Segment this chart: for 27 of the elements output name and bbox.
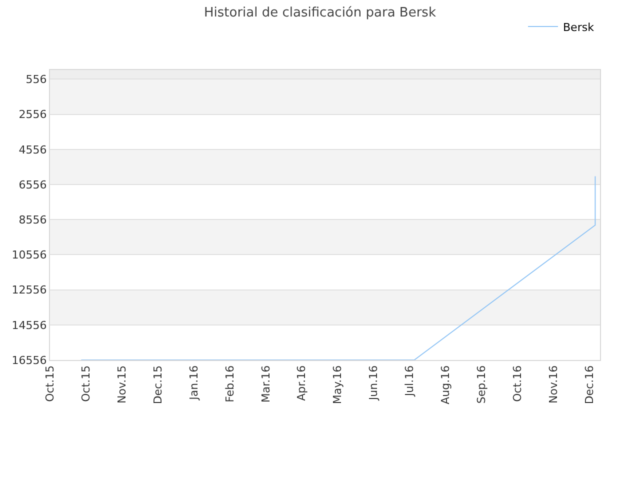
- y-tick-label: 16556: [12, 354, 47, 367]
- x-tick-label: Jan.16: [187, 365, 200, 401]
- y-tick-label: 8556: [18, 213, 47, 226]
- x-tick-label: Dec.16: [582, 365, 596, 404]
- y-tick-label: 2556: [18, 108, 47, 122]
- x-tick-label: Aug.16: [438, 365, 452, 404]
- x-tick-label: Jul.16: [403, 365, 416, 398]
- y-tick-label: 556: [26, 73, 47, 86]
- x-tick-label: Feb.16: [223, 365, 236, 402]
- chart-title: Historial de clasificación para Bersk: [204, 5, 436, 20]
- x-tick-label: Apr.16: [295, 365, 308, 401]
- x-tick-label: Mar.16: [259, 365, 272, 403]
- x-tick-label: May.16: [331, 365, 344, 404]
- x-tick-label: Sep.16: [474, 365, 488, 404]
- x-tick-label: Dec.15: [151, 365, 164, 404]
- legend-label: Bersk: [563, 20, 595, 34]
- y-tick-label: 4556: [18, 143, 47, 156]
- y-tick-label: 12556: [12, 284, 47, 297]
- y-tick-label: 6556: [18, 178, 47, 192]
- x-tick-label: Oct.15: [80, 365, 93, 402]
- y-tick-label: 14556: [12, 318, 47, 332]
- x-tick-label: Oct.15: [44, 365, 57, 402]
- x-tick-label: Nov.15: [115, 365, 128, 404]
- x-tick-label: Nov.16: [546, 365, 560, 404]
- x-tick-label: Oct.16: [510, 365, 524, 402]
- y-tick-label: 10556: [12, 248, 47, 262]
- x-tick-label: Jun.16: [367, 365, 380, 402]
